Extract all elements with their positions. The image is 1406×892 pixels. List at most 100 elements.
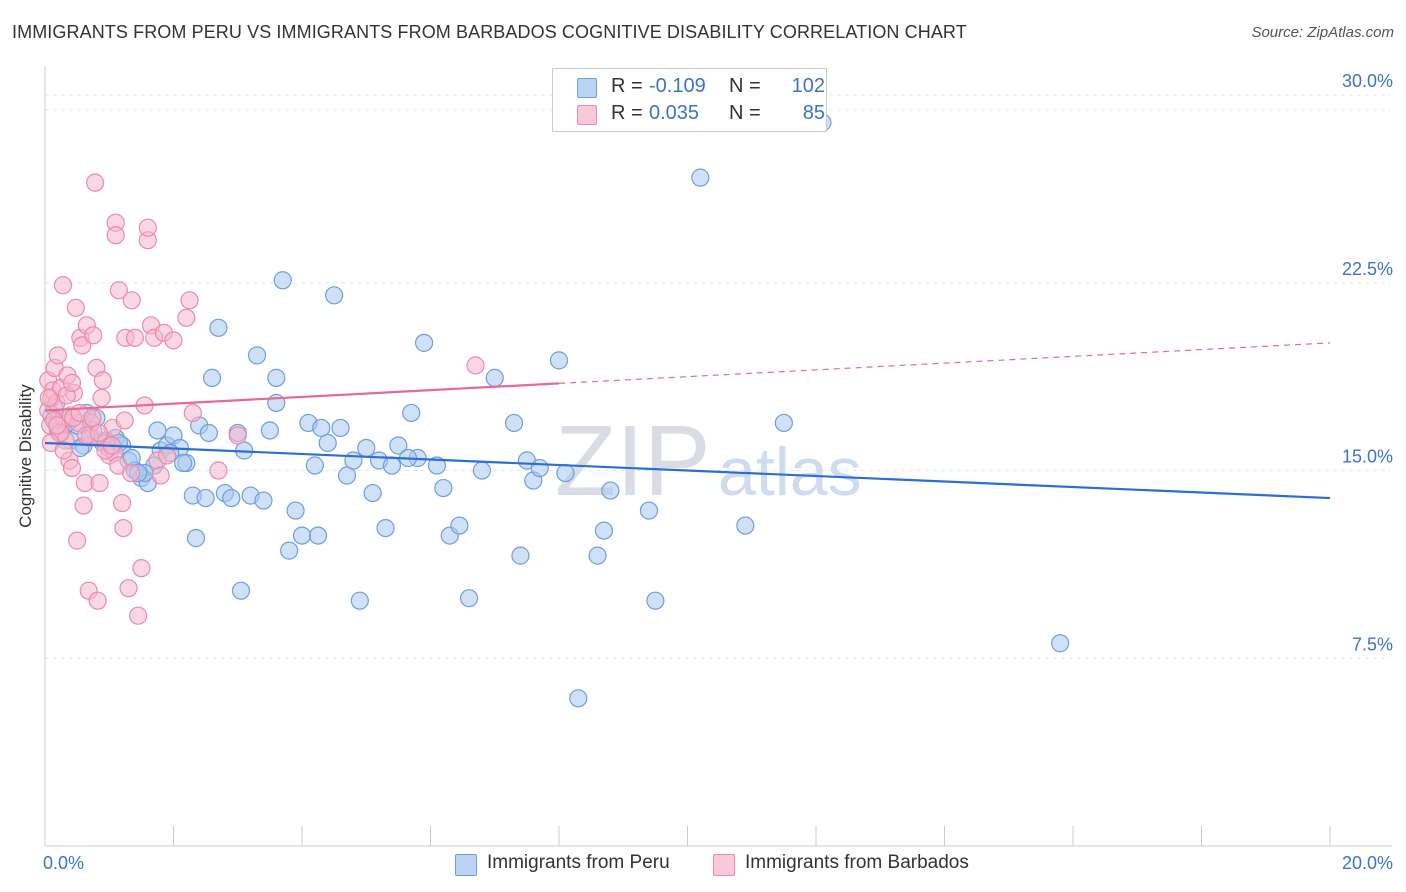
peru-point: [267, 368, 286, 387]
peru-point: [569, 689, 588, 708]
peru-point: [260, 421, 279, 440]
peru-point: [318, 433, 337, 453]
correlation-legend: R = -0.109 N = 102 R = 0.035 N = 85: [552, 68, 827, 132]
peru-point: [450, 516, 469, 535]
barbados-point: [164, 331, 183, 350]
y-tick-label: 15.0%: [1342, 447, 1393, 467]
peru-point: [344, 451, 363, 470]
axes: [44, 66, 1392, 847]
peru-point: [305, 456, 324, 475]
barbados-point: [93, 371, 112, 390]
barbados-point: [119, 579, 138, 598]
barbados-point: [209, 461, 228, 480]
barbados-point: [84, 326, 103, 345]
peru-point: [148, 421, 167, 440]
barbados-point: [112, 493, 132, 513]
barbados-point: [122, 291, 141, 310]
barbados-point: [115, 411, 134, 430]
peru-point: [363, 483, 382, 503]
barbados-point: [121, 463, 141, 483]
barbados-point: [92, 388, 111, 408]
legend-r-label: R =: [611, 102, 643, 124]
peru-point: [472, 461, 491, 480]
barbados-point: [39, 388, 58, 408]
barbados-point: [125, 328, 145, 347]
peru-point: [350, 591, 369, 610]
trend-line-peru: [44, 441, 1331, 500]
peru-point: [337, 466, 357, 485]
barbados-point: [74, 496, 93, 515]
peru-point: [601, 481, 620, 500]
barbados-point: [53, 276, 73, 295]
legend-n-value: 85: [802, 102, 825, 124]
peru-point: [357, 438, 376, 458]
legend-r-label: R =: [611, 75, 643, 97]
trend-lines: [44, 342, 1331, 500]
peru-point: [691, 168, 710, 187]
x-tick-label: 20.0%: [1342, 853, 1393, 873]
trend-line-barbados: [44, 382, 560, 412]
bottom-legend-barbados-label: Immigrants from Barbados: [745, 852, 969, 873]
peru-point: [402, 403, 421, 423]
legend-r-value: 0.035: [649, 102, 700, 124]
peru-point: [504, 413, 524, 433]
barbados-point: [132, 559, 151, 578]
barbados-point: [129, 606, 148, 625]
barbados-point: [180, 291, 199, 310]
peru-point: [222, 488, 241, 508]
chart-title: IMMIGRANTS FROM PERU VS IMMIGRANTS FROM …: [12, 22, 967, 42]
x-tick-label: 0.0%: [43, 853, 84, 873]
peru-point: [774, 413, 793, 433]
peru-point: [209, 318, 228, 337]
peru-point: [511, 546, 530, 565]
legend-r-value: -0.109: [649, 75, 706, 97]
peru-point: [196, 488, 215, 508]
barbados-swatch: [577, 105, 597, 125]
barbados-point: [54, 441, 73, 460]
barbados-point: [89, 423, 109, 443]
peru-point: [434, 478, 453, 498]
bottom-legend-peru-label: Immigrants from Peru: [487, 852, 670, 873]
peru-point: [588, 546, 607, 565]
peru-point: [556, 463, 575, 483]
y-tick-label: 22.5%: [1342, 259, 1393, 279]
legend-n-label: N =: [729, 102, 761, 124]
peru-point: [459, 589, 479, 608]
peru-point: [247, 346, 267, 365]
barbados-point: [48, 416, 67, 435]
barbados-point: [138, 218, 157, 237]
peru-point: [646, 591, 665, 610]
barbados-point: [66, 298, 85, 317]
peru-swatch: [577, 78, 597, 98]
watermark-zip: ZIP: [555, 405, 711, 517]
peru-point: [427, 456, 447, 475]
peru-point: [308, 526, 328, 545]
peru-point: [312, 418, 331, 438]
peru-swatch: [455, 854, 477, 876]
barbados-point: [86, 173, 105, 192]
barbados-point: [228, 426, 247, 445]
barbados-point: [114, 518, 133, 538]
peru-point: [292, 526, 312, 545]
barbados-point: [109, 281, 128, 300]
peru-point: [231, 581, 251, 600]
peru-point: [376, 518, 395, 538]
peru-point: [382, 456, 402, 475]
grid-lines: [45, 94, 1390, 659]
peru-point: [286, 501, 305, 520]
peru-point: [325, 286, 344, 305]
legend-n-label: N =: [729, 75, 761, 97]
peru-point: [186, 529, 206, 548]
peru-point: [530, 458, 549, 478]
barbados-swatch: [713, 854, 735, 876]
tick-labels: 7.5% 15.0% 22.5% 30.0% 0.0% 20.0%: [43, 71, 1393, 873]
peru-point: [331, 418, 350, 438]
y-tick-label: 7.5%: [1352, 634, 1393, 654]
barbados-point: [183, 403, 202, 423]
peru-point: [202, 368, 222, 387]
barbados-point: [62, 458, 82, 478]
peru-point: [254, 491, 273, 510]
legend-n-value: 102: [791, 75, 825, 97]
barbados-point: [83, 408, 102, 428]
